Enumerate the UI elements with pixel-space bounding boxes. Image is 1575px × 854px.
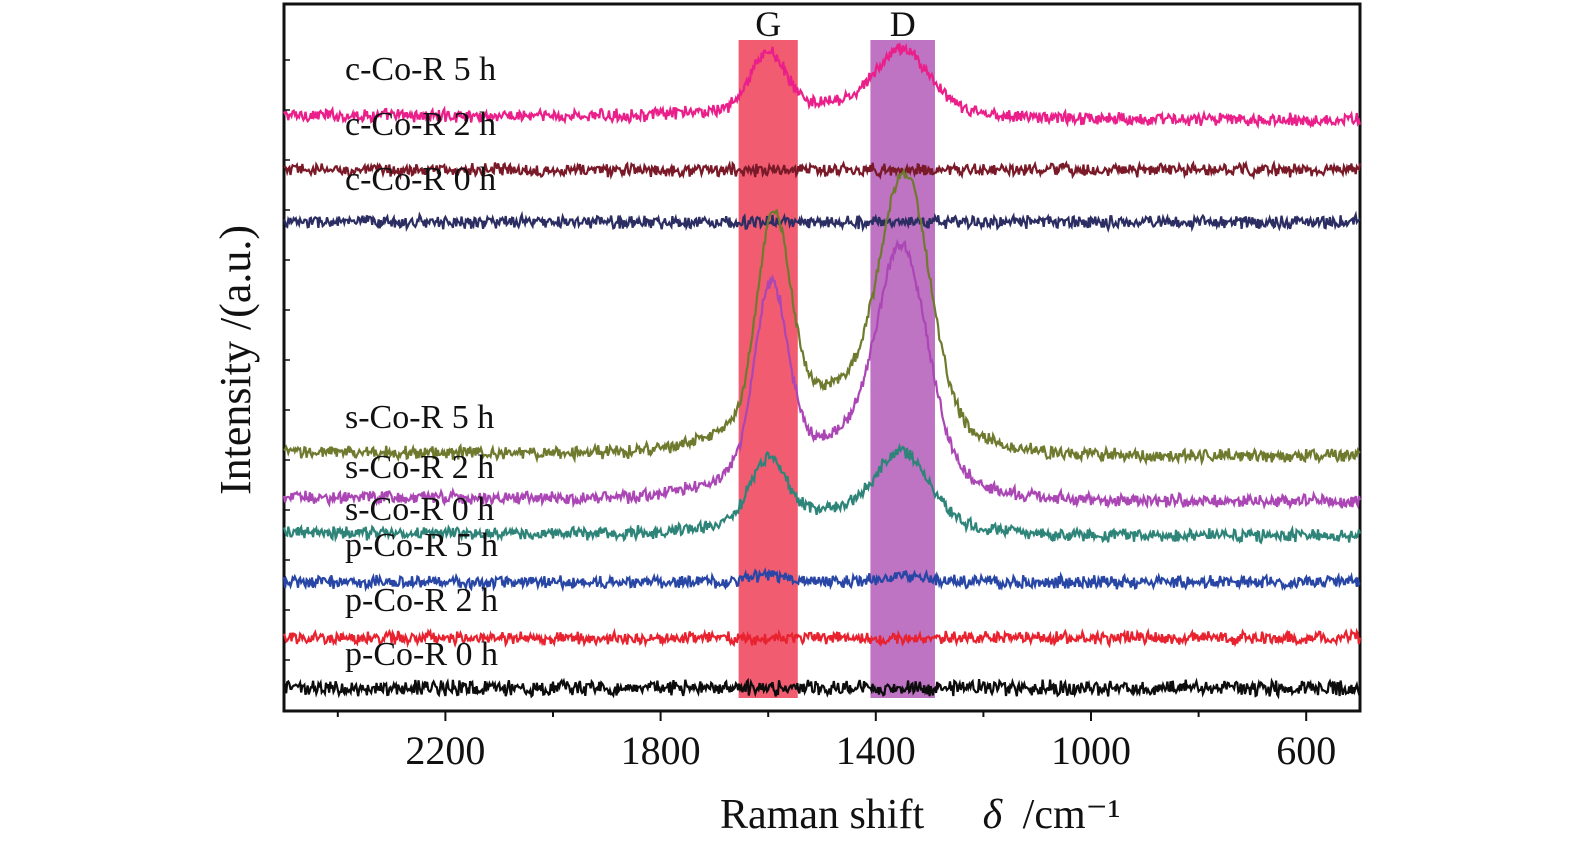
series-line-s-co-r-2-h xyxy=(282,238,1362,511)
series-label-c-co-r-0-h: c-Co-R 0 h xyxy=(345,161,496,198)
x-axis: 2200 1800 1400 1000 600 xyxy=(284,59,1336,773)
x-tick-label-1800: 1800 xyxy=(621,728,701,773)
series-label-s-co-r-0-h: s-Co-R 0 h xyxy=(345,491,494,528)
series-line-c-co-r-2-h xyxy=(283,159,1362,181)
series-line-p-co-r-2-h xyxy=(282,627,1362,649)
series-label-p-co-r-5-h: p-Co-R 5 h xyxy=(345,527,498,564)
series-label-c-co-r-2-h: c-Co-R 2 h xyxy=(345,106,496,143)
series-line-p-co-r-5-h xyxy=(282,566,1361,593)
series-line-c-co-r-0-h xyxy=(283,210,1361,234)
x-axis-label-symbol: δ xyxy=(983,792,1004,838)
series-line-s-co-r-5-h xyxy=(283,166,1361,467)
plot-frame xyxy=(282,2,1362,713)
series-label-s-co-r-2-h: s-Co-R 2 h xyxy=(345,449,494,486)
band-g xyxy=(738,40,798,698)
x-tick-label-1000: 1000 xyxy=(1051,728,1131,773)
x-axis-label: Raman shift δ /cm⁻¹ xyxy=(720,792,1120,838)
x-axis-label-unit: /cm⁻¹ xyxy=(1023,792,1121,838)
series-line-c-co-r-5-h xyxy=(283,42,1362,130)
x-axis-label-text: Raman shift xyxy=(720,792,924,838)
series-label-s-co-r-5-h: s-Co-R 5 h xyxy=(345,399,494,436)
x-tick-label-1400: 1400 xyxy=(836,728,916,773)
series-label-p-co-r-0-h: p-Co-R 0 h xyxy=(345,636,498,673)
x-tick-label-2200: 2200 xyxy=(405,728,485,773)
series-line-p-co-r-0-h xyxy=(283,677,1361,700)
band-label-g: G xyxy=(755,4,781,44)
y-axis-label: Intensity /(a.u.) xyxy=(211,225,260,495)
series-labels: c-Co-R 5 h c-Co-R 2 h c-Co-R 0 h s-Co-R 5 h… xyxy=(345,51,498,673)
series-layer xyxy=(282,42,1362,700)
x-tick-label-600: 600 xyxy=(1276,728,1336,773)
series-label-c-co-r-5-h: c-Co-R 5 h xyxy=(345,51,496,88)
band-label-d: D xyxy=(890,4,916,44)
series-label-p-co-r-2-h: p-Co-R 2 h xyxy=(345,582,498,619)
band-d xyxy=(870,40,935,698)
series-line-s-co-r-0-h xyxy=(282,442,1362,545)
